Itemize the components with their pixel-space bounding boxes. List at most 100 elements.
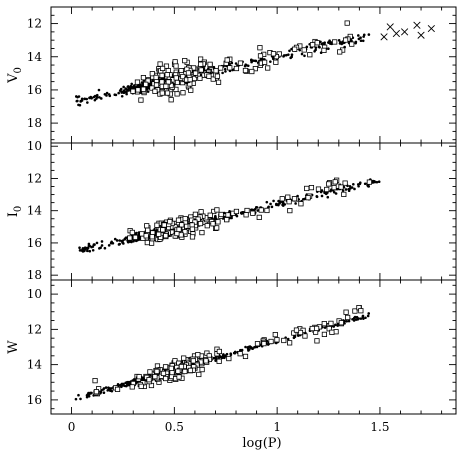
- filled-point: [124, 381, 127, 385]
- open-square-point: [254, 341, 261, 347]
- filled-point: [100, 244, 104, 247]
- open-square-point: [176, 226, 182, 232]
- filled-point: [320, 189, 324, 192]
- filled-point: [344, 188, 348, 191]
- open-square-point: [159, 65, 166, 72]
- open-square-point: [172, 59, 178, 65]
- y-tick-label: 14: [27, 50, 43, 64]
- filled-point: [301, 197, 305, 201]
- open-square-point: [216, 348, 222, 355]
- open-square-point: [182, 229, 188, 235]
- filled-point: [249, 346, 253, 349]
- open-square-point: [291, 330, 297, 336]
- open-square-point: [233, 65, 240, 72]
- x-tick-label: 0.5: [165, 420, 184, 434]
- filled-point: [80, 97, 84, 101]
- filled-point: [123, 237, 127, 241]
- open-square-point: [195, 352, 201, 358]
- filled-point: [228, 62, 231, 66]
- open-square-point: [270, 51, 277, 57]
- open-square-point: [152, 374, 158, 380]
- filled-point: [352, 182, 355, 186]
- open-square-point: [250, 210, 256, 216]
- filled-point: [341, 189, 345, 192]
- filled-point: [326, 195, 330, 199]
- open-square-point: [313, 325, 320, 332]
- filled-point: [114, 93, 118, 97]
- open-square-point: [207, 212, 213, 218]
- open-square-point: [214, 225, 220, 231]
- filled-point: [246, 64, 250, 68]
- open-square-point: [214, 207, 220, 213]
- open-square-point: [328, 320, 334, 326]
- open-square-point: [134, 79, 141, 85]
- filled-point: [233, 351, 237, 355]
- open-square-point: [265, 65, 271, 71]
- filled-point: [279, 200, 282, 204]
- filled-point: [255, 345, 259, 349]
- open-square-point: [174, 91, 180, 97]
- open-square-point: [114, 386, 121, 392]
- open-square-point: [274, 337, 280, 343]
- filled-point: [357, 34, 360, 37]
- filled-point: [102, 391, 106, 394]
- filled-point: [87, 242, 91, 246]
- open-square-point: [93, 389, 100, 395]
- filled-point: [83, 246, 87, 249]
- open-square-point: [190, 358, 196, 364]
- filled-point: [109, 389, 112, 393]
- filled-point: [281, 201, 285, 205]
- open-square-point: [332, 39, 338, 45]
- filled-point: [334, 192, 338, 195]
- filled-point: [92, 243, 96, 246]
- y-tick-label: 10: [27, 139, 42, 153]
- data-points: [74, 20, 435, 107]
- open-square-point: [163, 83, 169, 89]
- filled-point: [234, 62, 238, 65]
- filled-point: [319, 40, 322, 44]
- open-square-point: [160, 370, 167, 377]
- open-square-point: [256, 214, 262, 220]
- open-square-point: [156, 231, 162, 237]
- y-tick-label: 16: [27, 236, 42, 250]
- filled-point: [253, 59, 257, 63]
- open-square-point: [225, 212, 231, 218]
- filled-point: [118, 239, 122, 242]
- filled-point: [130, 82, 133, 86]
- x-tick-label: 0: [68, 420, 76, 434]
- open-square-point: [160, 227, 166, 233]
- filled-point: [87, 244, 91, 248]
- open-square-point: [189, 234, 196, 240]
- filled-point: [269, 202, 272, 206]
- open-square-point: [207, 61, 213, 67]
- filled-point: [353, 187, 356, 191]
- open-square-point: [314, 40, 320, 46]
- y-tick-label: 18: [27, 268, 42, 282]
- open-square-point: [321, 331, 328, 337]
- open-square-point: [187, 76, 193, 83]
- y-tick-label: 16: [27, 393, 42, 407]
- open-square-point: [192, 211, 199, 217]
- panel-1: 12 14 16 18 V0: [6, 6, 457, 144]
- filled-point: [115, 239, 119, 242]
- filled-point: [124, 87, 128, 90]
- open-square-point: [159, 72, 165, 79]
- filled-point: [87, 391, 90, 395]
- filled-point: [77, 393, 80, 397]
- filled-point: [366, 314, 370, 318]
- filled-point: [78, 249, 82, 252]
- data-points: [74, 305, 371, 401]
- open-square-point: [329, 329, 335, 335]
- open-square-point: [268, 338, 274, 345]
- filled-point: [246, 347, 250, 351]
- filled-point: [361, 315, 365, 319]
- filled-point: [269, 60, 272, 63]
- open-square-point: [304, 185, 310, 192]
- filled-point: [110, 240, 113, 244]
- open-square-point: [168, 97, 174, 103]
- open-square-point: [192, 219, 198, 225]
- filled-point: [85, 97, 89, 101]
- open-square-point: [182, 368, 188, 375]
- y-axis-label-main: I: [6, 212, 21, 217]
- open-square-point: [226, 355, 232, 362]
